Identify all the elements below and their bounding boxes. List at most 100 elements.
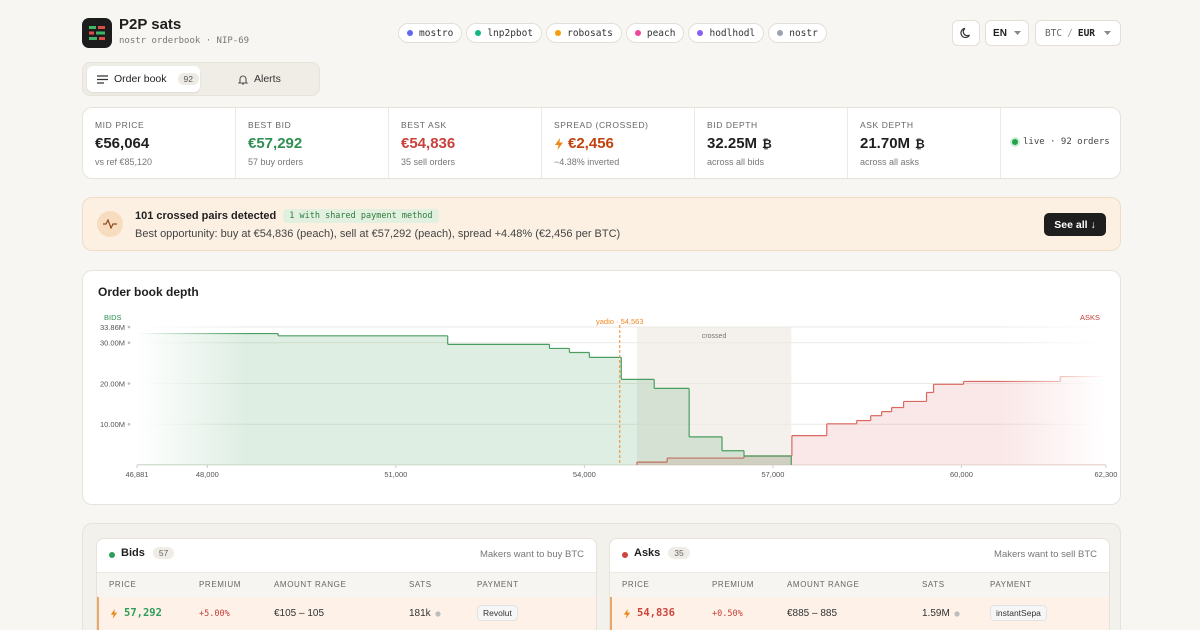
pair-base: BTC [1044, 27, 1063, 39]
column-label: AMOUNT RANGE [787, 580, 860, 589]
stat-label: MID PRICE [95, 120, 145, 130]
stat-unit: ₿ [915, 136, 925, 151]
stat-sub: across all bids [707, 157, 765, 167]
payment-chip: Revolut [477, 605, 518, 621]
stat: ASK DEPTH 21.70M ₿ across all asks [848, 108, 1001, 178]
source-name: hodlhodl [709, 27, 756, 39]
source-dot [634, 30, 641, 36]
x-tick-label: 60,000 [950, 470, 973, 479]
y-tick-dot [127, 325, 131, 329]
bolt-icon [110, 609, 117, 619]
panel-count: 35 [668, 547, 690, 559]
stat: BEST ASK €54,836 35 sell orders [389, 108, 542, 178]
stat-value: €54,836 [401, 135, 455, 152]
tab-label: Order book [114, 73, 167, 85]
depth-chart: Order book depth BIDS ASKS crossed 10.00M 20.… [98, 285, 1118, 479]
source-pill[interactable]: hodlhodl [688, 23, 765, 43]
tab-active[interactable]: Order book 92 [87, 66, 200, 92]
y-tick-dot [127, 422, 131, 426]
source-dot [555, 30, 562, 36]
stat-sub: vs ref €85,120 [95, 157, 153, 167]
y-tick-label: 20.00M [100, 379, 125, 388]
alert-text: Best opportunity: buy at €54,836 (peach)… [135, 228, 621, 240]
x-tick-label: 57,000 [761, 470, 784, 479]
source-pill[interactable]: peach [625, 23, 685, 43]
stat-value-text: €54,836 [401, 135, 456, 152]
column-label: SATS [922, 580, 945, 589]
fade-left [137, 325, 247, 464]
stat-label: BEST BID [248, 120, 292, 130]
stat-value-text: 21.70M [860, 135, 911, 152]
y-tick-label: 10.00M [100, 420, 125, 429]
x-tick-label: 48,000 [196, 470, 219, 479]
logo-mark [89, 26, 105, 40]
column-label: AMOUNT RANGE [274, 580, 347, 589]
source-pill[interactable]: nostr [768, 23, 827, 43]
x-tick-label: 46,881 [126, 470, 149, 479]
language: EN [993, 27, 1007, 39]
depth-chart-card: Order book depth BIDS ASKS crossed 10.00M 20.… [82, 270, 1121, 505]
tab-label: Alerts [254, 73, 281, 85]
source-pill[interactable]: mostro [398, 23, 463, 43]
y-tick-dot [127, 341, 131, 345]
source-pill[interactable]: lnp2pbot [466, 23, 543, 43]
x-tick-label: 51,000 [384, 470, 407, 479]
alert-banner: 101 crossed pairs detected 1 with shared … [82, 197, 1121, 251]
stat-value: €56,064 [95, 135, 149, 152]
source-filters: mostro lnp2pbot robosats peach hodlhodl nostr [398, 23, 827, 43]
order-premium: +0.50% [712, 609, 743, 619]
pair-separator: / [1067, 27, 1073, 39]
order-tables: Bids 57 Makers want to buy BTC PRICE PREMIUM… [82, 523, 1121, 630]
x-tick-label: 62,300 [1095, 470, 1118, 479]
source-name: peach [646, 27, 676, 39]
stat-value: €57,292 [248, 135, 302, 152]
column-label: PREMIUM [199, 580, 241, 589]
pair-quote: EUR [1077, 27, 1096, 39]
stat-value-text: €2,456 [568, 135, 614, 152]
stat: MID PRICE €56,064 vs ref €85,120 [83, 108, 236, 178]
stat-unit: ₿ [762, 136, 772, 151]
stat-label: BEST ASK [401, 120, 447, 130]
panel-header: Bids 57 [121, 547, 175, 559]
live-dot [1012, 139, 1018, 145]
source-name: mostro [419, 27, 454, 39]
theme-toggle[interactable] [952, 20, 980, 46]
tab-bar: Order book 92 Alerts [82, 62, 320, 96]
alert-title-row: 101 crossed pairs detected 1 with shared … [135, 209, 439, 223]
pair-select[interactable]: BTC / EUR [1035, 20, 1121, 46]
pulse-icon [103, 219, 117, 229]
chart-title: Order book depth [98, 285, 199, 299]
column-label: PAYMENT [477, 580, 519, 589]
column-label: PRICE [622, 580, 650, 589]
column-header: PRICE PREMIUM AMOUNT RANGE SATS PAYMENT [610, 572, 1109, 598]
tab[interactable]: Alerts [238, 66, 281, 92]
order-row[interactable]: 57,292 +5.00% €105 – 105 181k Revolut [97, 597, 596, 630]
stat-value-text: €57,292 [248, 135, 303, 152]
order-amount: €885 – 885 [787, 608, 838, 619]
moon-icon [960, 27, 971, 39]
column-header: PRICE PREMIUM AMOUNT RANGE SATS PAYMENT [97, 572, 596, 598]
bids-label: BIDS [104, 313, 122, 322]
language-select[interactable]: EN [985, 20, 1029, 46]
order-panel: Bids 57 Makers want to buy BTC PRICE PREMIUM… [96, 538, 597, 630]
y-tick-label: 33.86M [100, 323, 125, 332]
stats-card: MID PRICE €56,064 vs ref €85,120 BEST BID €5… [82, 107, 1121, 179]
alert-title: 101 crossed pairs detected [135, 210, 277, 222]
panel-title: Bids [121, 547, 145, 559]
stat-label: BID DEPTH [707, 120, 758, 130]
see-all-button[interactable]: See all ↓ [1044, 213, 1106, 236]
stat-label: ASK DEPTH [860, 120, 914, 130]
sats-icon [435, 610, 441, 617]
bolt-icon [623, 609, 630, 619]
order-panel: Asks 35 Makers want to sell BTC PRICE PREMIU… [609, 538, 1110, 630]
crossed-band [636, 327, 792, 465]
y-tick-dot [127, 382, 131, 385]
logo [82, 18, 112, 48]
panel-note: Makers want to buy BTC [479, 549, 584, 560]
caret [1013, 31, 1021, 35]
sats-value: 181k [409, 608, 431, 619]
stat-sub: 35 sell orders [401, 157, 456, 167]
order-row[interactable]: 54,836 +0.50% €885 – 885 1.59M instantSepa [610, 597, 1109, 630]
source-pill[interactable]: robosats [546, 23, 622, 43]
stat-label: SPREAD (CROSSED) [554, 120, 649, 130]
